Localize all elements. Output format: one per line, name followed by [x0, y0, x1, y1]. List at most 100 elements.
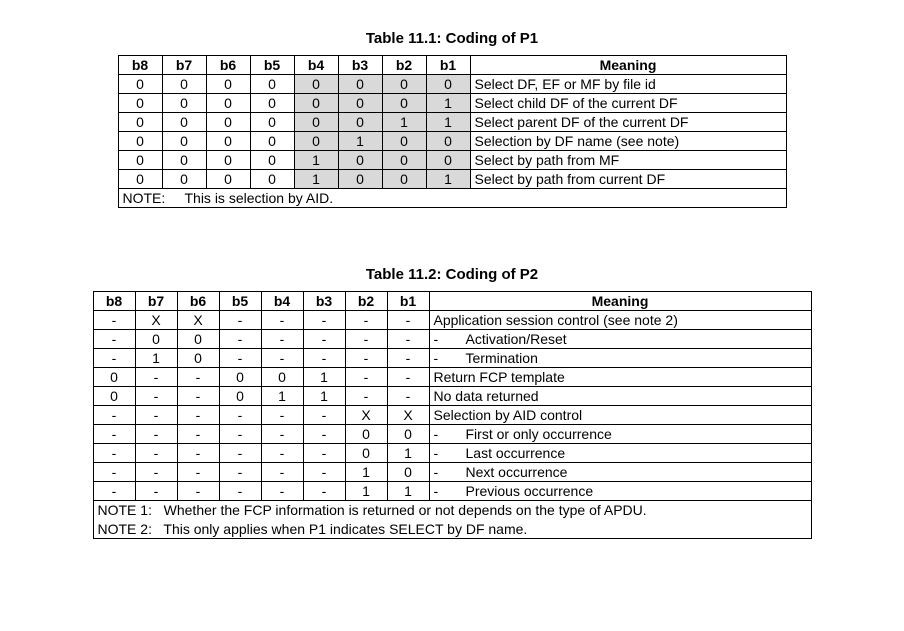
table-row: 0--011--No data returned	[93, 387, 811, 406]
bit-cell: -	[93, 330, 135, 349]
bit-cell: 0	[294, 94, 338, 113]
table-row: 00000011Select parent DF of the current …	[118, 113, 786, 132]
bit-cell: 1	[294, 170, 338, 189]
bit-cell: -	[345, 349, 387, 368]
bit-cell: -	[345, 368, 387, 387]
bit-cell: 1	[303, 387, 345, 406]
bit-cell: 0	[162, 170, 206, 189]
bit-cell: 0	[162, 132, 206, 151]
bit-cell: 0	[345, 444, 387, 463]
table1-note-cell: NOTE: This is selection by AID.	[118, 189, 786, 208]
meaning-cell: Select by path from MF	[470, 151, 786, 170]
bit-cell: -	[261, 463, 303, 482]
bit-cell: 0	[177, 349, 219, 368]
table1-header-b4: b4	[294, 56, 338, 75]
table1-header-b2: b2	[382, 56, 426, 75]
meaning-cell: Application session control (see note 2)	[429, 311, 811, 330]
table-row: ------10-Next occurrence	[93, 463, 811, 482]
bit-cell: 0	[250, 151, 294, 170]
bit-cell: -	[219, 444, 261, 463]
bit-cell: -	[345, 311, 387, 330]
bit-cell: 0	[118, 75, 162, 94]
bit-cell: 0	[93, 387, 135, 406]
meaning-cell: -Previous occurrence	[429, 482, 811, 501]
bit-cell: 1	[345, 482, 387, 501]
bit-cell: 0	[177, 330, 219, 349]
bit-cell: 0	[206, 113, 250, 132]
table-row: -00------Activation/Reset	[93, 330, 811, 349]
table2-note1-text: Whether the FCP information is returned …	[164, 502, 647, 518]
bit-cell: 0	[338, 151, 382, 170]
meaning-cell: Selection by DF name (see note)	[470, 132, 786, 151]
bit-cell: 0	[118, 151, 162, 170]
bit-cell: -	[303, 311, 345, 330]
table1-note-text: This is selection by AID.	[184, 190, 333, 206]
meaning-cell: Select child DF of the current DF	[470, 94, 786, 113]
bit-cell: -	[303, 463, 345, 482]
table-row: ------XXSelection by AID control	[93, 406, 811, 425]
bit-cell: -	[387, 330, 429, 349]
table1: b8 b7 b6 b5 b4 b3 b2 b1 Meaning 00000000…	[118, 55, 787, 208]
bit-cell: 1	[387, 444, 429, 463]
bit-cell: -	[387, 368, 429, 387]
bit-cell: -	[135, 406, 177, 425]
table2: b8 b7 b6 b5 b4 b3 b2 b1 Meaning -XX-----…	[93, 291, 812, 539]
table1-header-b5: b5	[250, 56, 294, 75]
bit-cell: 0	[206, 75, 250, 94]
table-row: 00000001Select child DF of the current D…	[118, 94, 786, 113]
bit-cell: -	[219, 349, 261, 368]
table-row: ------01-Last occurrence	[93, 444, 811, 463]
bit-cell: 1	[338, 132, 382, 151]
table-row: 00001001Select by path from current DF	[118, 170, 786, 189]
table1-note-label: NOTE:	[123, 190, 166, 206]
bit-cell: -	[135, 444, 177, 463]
bit-cell: 0	[219, 387, 261, 406]
meaning-cell: Select parent DF of the current DF	[470, 113, 786, 132]
bit-cell: -	[93, 482, 135, 501]
bit-cell: -	[177, 368, 219, 387]
bit-cell: -	[261, 349, 303, 368]
bit-cell: -	[261, 330, 303, 349]
bit-cell: 0	[338, 170, 382, 189]
bit-cell: -	[303, 406, 345, 425]
bit-cell: 0	[338, 94, 382, 113]
bit-cell: 0	[219, 368, 261, 387]
bit-cell: 0	[382, 170, 426, 189]
table2-title: Table 11.2: Coding of P2	[0, 266, 904, 283]
bit-cell: 0	[250, 94, 294, 113]
bit-cell: 0	[294, 75, 338, 94]
bit-cell: 0	[118, 132, 162, 151]
bit-cell: -	[177, 387, 219, 406]
bit-cell: 0	[206, 132, 250, 151]
bit-cell: 0	[250, 132, 294, 151]
bit-cell: 0	[345, 425, 387, 444]
table2-header-b5: b5	[219, 292, 261, 311]
bit-cell: -	[135, 387, 177, 406]
bit-cell: X	[135, 311, 177, 330]
bit-cell: 1	[261, 387, 303, 406]
table1-header-row: b8 b7 b6 b5 b4 b3 b2 b1 Meaning	[118, 56, 786, 75]
bit-cell: -	[219, 463, 261, 482]
bit-cell: X	[387, 406, 429, 425]
bit-cell: 1	[345, 463, 387, 482]
bit-cell: -	[303, 482, 345, 501]
bit-cell: 0	[206, 94, 250, 113]
table-row: -XX-----Application session control (see…	[93, 311, 811, 330]
meaning-cell: -Termination	[429, 349, 811, 368]
meaning-cell: Select by path from current DF	[470, 170, 786, 189]
bit-cell: -	[345, 330, 387, 349]
table2-note1-cell: NOTE 1: Whether the FCP information is r…	[93, 501, 811, 520]
bit-cell: 0	[250, 75, 294, 94]
table-row: 0--001--Return FCP template	[93, 368, 811, 387]
bit-cell: -	[93, 406, 135, 425]
bit-cell: 0	[294, 113, 338, 132]
bit-cell: 0	[162, 94, 206, 113]
bit-cell: -	[387, 349, 429, 368]
bit-cell: 1	[387, 482, 429, 501]
meaning-cell: -Activation/Reset	[429, 330, 811, 349]
bit-cell: -	[261, 425, 303, 444]
table2-header-b7: b7	[135, 292, 177, 311]
bit-cell: -	[177, 444, 219, 463]
table2-header-row: b8 b7 b6 b5 b4 b3 b2 b1 Meaning	[93, 292, 811, 311]
bit-cell: -	[387, 311, 429, 330]
